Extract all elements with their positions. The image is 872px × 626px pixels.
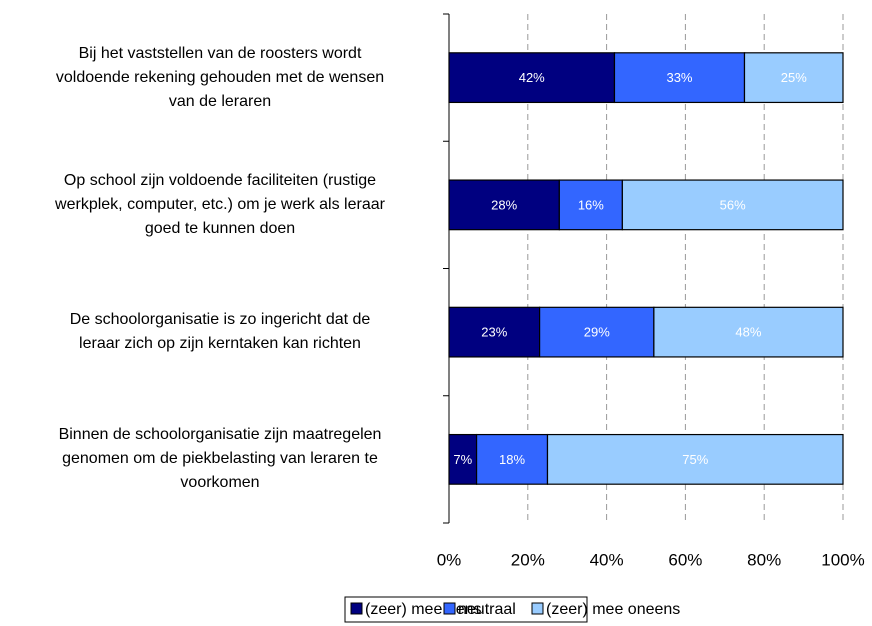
legend-label: (zeer) mee oneens — [546, 601, 680, 618]
data-label: 56% — [720, 197, 746, 212]
bar-segment — [448, 52, 616, 104]
bar-segment — [621, 179, 844, 231]
data-label: 48% — [735, 325, 761, 340]
x-tick-label: 0% — [437, 550, 462, 569]
x-tick-label: 100% — [821, 550, 864, 569]
category-label-wrap: Bij het vaststellen van de roosters word… — [0, 14, 440, 141]
x-tick-label: 20% — [511, 550, 545, 569]
data-label: 25% — [781, 70, 807, 85]
data-label: 33% — [666, 70, 692, 85]
data-label: 28% — [491, 197, 517, 212]
category-label-box: Binnen de schoolorganisatie zijn maatreg… — [0, 396, 440, 523]
category-label-wrap: Binnen de schoolorganisatie zijn maatreg… — [0, 396, 440, 523]
data-label: 18% — [499, 452, 525, 467]
bar-segment — [475, 433, 549, 485]
category-label-box: Op school zijn voldoende faciliteiten (r… — [0, 141, 440, 268]
data-label: 29% — [584, 325, 610, 340]
bar-segment — [653, 306, 844, 358]
legend-swatch — [443, 602, 456, 615]
category-label-wrap: Op school zijn voldoende faciliteiten (r… — [0, 141, 440, 268]
data-label: 23% — [481, 325, 507, 340]
bar-segment — [558, 179, 623, 231]
data-label: 7% — [453, 452, 472, 467]
legend-label: neutraal — [458, 601, 516, 618]
category-label: Binnen de schoolorganisatie zijn maatreg… — [58, 426, 382, 492]
legend-swatch — [531, 602, 544, 615]
category-label-wrap: De schoolorganisatie is zo ingericht dat… — [0, 269, 440, 396]
x-tick-label: 60% — [668, 550, 702, 569]
category-label: Op school zijn voldoende faciliteiten (r… — [55, 171, 385, 237]
bar-segment — [448, 179, 560, 231]
legend-swatch — [350, 602, 363, 615]
bar-segment — [448, 433, 478, 485]
bar-segment — [743, 52, 844, 104]
bar-segment — [546, 433, 844, 485]
category-label: De schoolorganisatie is zo ingericht dat… — [69, 311, 371, 352]
bar-segment — [539, 306, 655, 358]
category-label-box: De schoolorganisatie is zo ingericht dat… — [0, 269, 440, 396]
category-label-box: Bij het vaststellen van de roosters word… — [0, 14, 440, 141]
category-label: Bij het vaststellen van de roosters word… — [55, 44, 385, 110]
x-tick-label: 80% — [747, 550, 781, 569]
legend-box — [344, 596, 588, 623]
data-label: 42% — [519, 70, 545, 85]
x-tick-label: 40% — [590, 550, 624, 569]
data-label: 16% — [578, 197, 604, 212]
data-label: 75% — [682, 452, 708, 467]
